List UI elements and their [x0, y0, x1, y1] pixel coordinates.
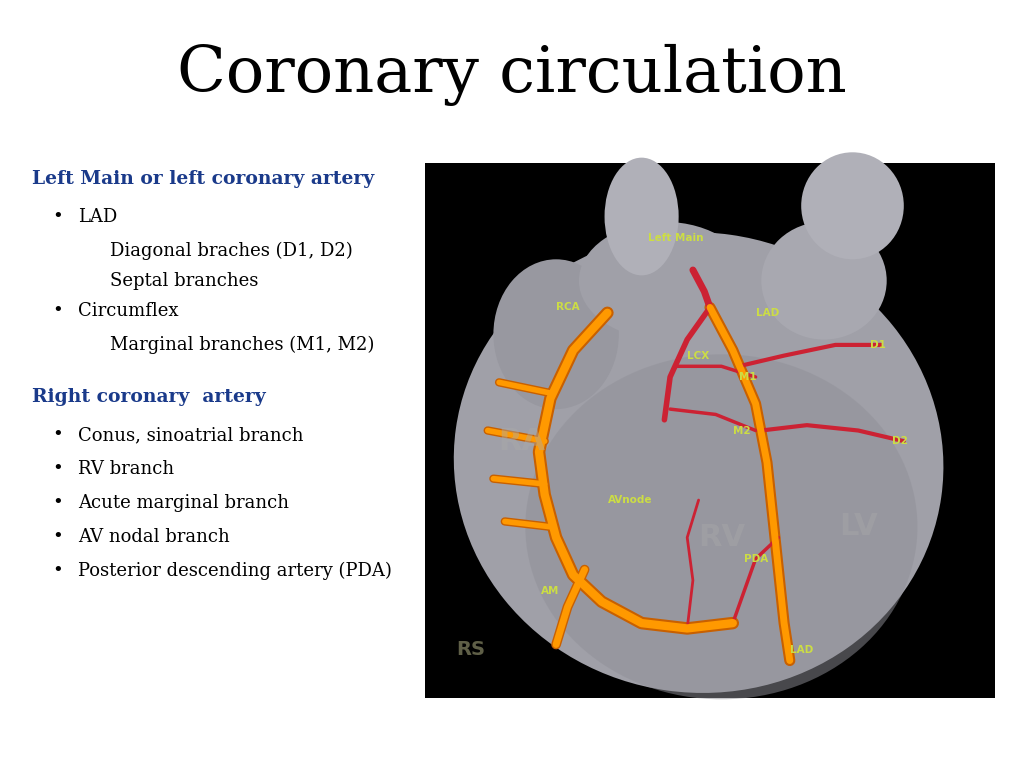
- Text: RS: RS: [456, 641, 485, 660]
- Text: Posterior descending artery (PDA): Posterior descending artery (PDA): [78, 562, 392, 581]
- Ellipse shape: [604, 157, 679, 276]
- Text: Marginal branches (M1, M2): Marginal branches (M1, M2): [110, 336, 375, 354]
- Text: •: •: [52, 562, 62, 580]
- Text: D1: D1: [869, 340, 886, 350]
- Text: AVnode: AVnode: [608, 495, 652, 505]
- Text: M1: M1: [738, 372, 756, 382]
- Text: Left Main or left coronary artery: Left Main or left coronary artery: [32, 170, 374, 188]
- Text: •: •: [52, 302, 62, 320]
- Text: Right coronary  artery: Right coronary artery: [32, 388, 266, 406]
- Text: •: •: [52, 460, 62, 478]
- Text: Septal branches: Septal branches: [110, 272, 258, 290]
- Text: LAD: LAD: [790, 645, 813, 655]
- Ellipse shape: [761, 222, 887, 339]
- Bar: [425, 163, 995, 698]
- Ellipse shape: [579, 222, 750, 339]
- Text: Acute marginal branch: Acute marginal branch: [78, 494, 289, 512]
- Text: •: •: [52, 426, 62, 444]
- Text: PDA: PDA: [744, 554, 768, 564]
- Text: AM: AM: [542, 586, 559, 596]
- Text: D2: D2: [892, 436, 908, 446]
- Text: Circumflex: Circumflex: [78, 302, 178, 320]
- Text: LAD: LAD: [756, 308, 779, 318]
- Text: LAD: LAD: [78, 208, 118, 226]
- Text: Left Main: Left Main: [648, 233, 703, 243]
- Text: Diagonal braches (D1, D2): Diagonal braches (D1, D2): [110, 242, 352, 260]
- Text: Conus, sinoatrial branch: Conus, sinoatrial branch: [78, 426, 303, 444]
- Text: M2: M2: [733, 425, 751, 435]
- Ellipse shape: [494, 260, 618, 409]
- Text: RV branch: RV branch: [78, 460, 174, 478]
- Text: RV: RV: [697, 523, 745, 552]
- Text: •: •: [52, 208, 62, 226]
- Text: Coronary circulation: Coronary circulation: [177, 44, 847, 106]
- Text: RA: RA: [499, 427, 546, 455]
- Text: •: •: [52, 528, 62, 546]
- Text: AV nodal branch: AV nodal branch: [78, 528, 229, 546]
- Text: •: •: [52, 494, 62, 512]
- Text: LV: LV: [839, 512, 878, 541]
- Text: LCX: LCX: [687, 351, 710, 361]
- Ellipse shape: [525, 354, 918, 700]
- Text: RCA: RCA: [556, 303, 580, 313]
- Ellipse shape: [801, 152, 904, 260]
- Ellipse shape: [454, 232, 943, 693]
